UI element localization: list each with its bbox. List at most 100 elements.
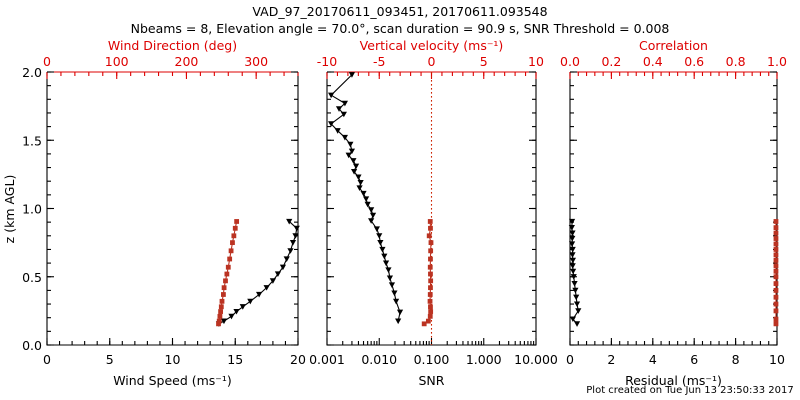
x-ticklabel-bottom: 10 bbox=[165, 352, 181, 367]
data-point bbox=[569, 316, 576, 323]
x-ticklabel-bottom: 4 bbox=[649, 352, 657, 367]
data-point bbox=[287, 248, 294, 254]
x-ticklabel-bottom: 10 bbox=[769, 352, 785, 367]
data-point bbox=[286, 218, 293, 225]
data-point bbox=[348, 72, 356, 78]
data-point bbox=[218, 304, 224, 310]
data-point bbox=[341, 134, 348, 141]
data-point bbox=[225, 264, 231, 270]
series-line-wind-speed bbox=[218, 221, 298, 325]
x-ticklabel-top: 100 bbox=[105, 54, 129, 69]
data-point bbox=[391, 290, 398, 297]
data-point bbox=[575, 308, 582, 314]
data-point bbox=[279, 264, 287, 271]
figure-footer: Plot created on Tue Jun 13 23:50:33 2017 bbox=[586, 385, 793, 396]
data-point bbox=[228, 248, 234, 254]
data-point bbox=[335, 106, 343, 112]
x-axis-label-top: Vertical velocity (ms⁻¹) bbox=[360, 38, 504, 53]
x-ticklabel-bottom: 0 bbox=[43, 352, 51, 367]
data-point bbox=[569, 252, 576, 258]
data-point bbox=[427, 298, 433, 304]
x-ticklabel-bottom: 0.100 bbox=[414, 352, 450, 367]
data-point bbox=[376, 233, 383, 239]
data-point bbox=[395, 318, 402, 325]
data-point bbox=[234, 219, 240, 224]
data-point bbox=[369, 212, 377, 219]
x-ticklabel-bottom: 2 bbox=[607, 352, 615, 367]
data-point bbox=[773, 263, 779, 269]
data-point bbox=[373, 226, 380, 232]
data-point bbox=[568, 241, 576, 247]
y-ticklabel: 1.5 bbox=[22, 133, 42, 148]
data-point bbox=[568, 225, 575, 231]
data-point bbox=[773, 257, 779, 263]
data-point bbox=[247, 298, 254, 305]
data-point bbox=[572, 287, 579, 294]
data-point bbox=[570, 274, 577, 280]
data-point bbox=[347, 141, 354, 148]
data-point bbox=[571, 280, 578, 287]
data-point bbox=[216, 321, 221, 327]
data-point bbox=[773, 274, 779, 280]
data-point bbox=[428, 271, 433, 277]
panel-2: 0.001 0.010 0.100 1.000 10.000 -10 -5 0 5 10 SNR Ve… bbox=[309, 38, 558, 388]
data-point bbox=[368, 218, 375, 224]
panel-3: 0 2 4 6 8 10 0.0 0.2 0.4 0.6 0.8 1.0 Residual (ms⁻¹)… bbox=[560, 38, 787, 388]
data-point bbox=[396, 309, 404, 316]
x-ticklabel-bottom: 0 bbox=[566, 352, 574, 367]
x-ticklabel-top: 0.2 bbox=[601, 54, 621, 69]
data-point bbox=[350, 169, 358, 175]
data-point bbox=[293, 225, 300, 232]
figure-title: VAD_97_20170611_093451, 20170611.093548 bbox=[252, 4, 547, 19]
x-axis-label-bottom: Wind Speed (ms⁻¹) bbox=[113, 373, 232, 388]
data-point bbox=[328, 92, 335, 99]
data-point bbox=[773, 230, 779, 236]
data-point bbox=[773, 308, 779, 314]
data-point bbox=[221, 292, 226, 297]
data-point bbox=[217, 313, 223, 319]
x-ticklabel-top: 0.0 bbox=[560, 54, 580, 69]
data-point bbox=[773, 219, 779, 224]
x-axis-label-bottom: SNR bbox=[419, 373, 445, 388]
x-ticklabel-bottom: 20 bbox=[290, 352, 306, 367]
data-point bbox=[385, 267, 392, 273]
data-point bbox=[227, 256, 233, 262]
data-point bbox=[569, 263, 576, 269]
y-ticklabel: 2.0 bbox=[22, 65, 42, 80]
data-point bbox=[377, 240, 384, 246]
data-point bbox=[421, 321, 427, 327]
data-point bbox=[381, 253, 388, 260]
data-point bbox=[269, 278, 276, 284]
x-axis-label-top: Correlation bbox=[639, 38, 708, 53]
x-ticklabel-top: 0 bbox=[428, 54, 436, 69]
x-ticklabel-top: 10 bbox=[528, 54, 544, 69]
data-point bbox=[283, 256, 290, 262]
data-point bbox=[573, 294, 580, 301]
data-point bbox=[773, 252, 779, 258]
data-point bbox=[427, 292, 433, 297]
x-ticklabel-top: 0 bbox=[43, 54, 51, 69]
data-point bbox=[773, 288, 779, 293]
data-point bbox=[362, 196, 370, 202]
data-point bbox=[773, 281, 779, 286]
data-point bbox=[379, 246, 386, 253]
data-point bbox=[570, 268, 577, 275]
data-point bbox=[221, 285, 227, 291]
data-point bbox=[334, 128, 341, 134]
x-ticklabel-top: 0.4 bbox=[643, 54, 663, 69]
data-point bbox=[427, 219, 433, 224]
data-point bbox=[573, 301, 581, 308]
data-point bbox=[352, 163, 360, 170]
data-point bbox=[350, 158, 357, 164]
data-point bbox=[228, 313, 235, 320]
data-point bbox=[428, 225, 433, 231]
data-point bbox=[340, 111, 347, 118]
data-point bbox=[263, 285, 270, 291]
data-point bbox=[357, 179, 364, 186]
data-point bbox=[355, 174, 362, 181]
data-point bbox=[292, 233, 299, 239]
data-point bbox=[428, 240, 434, 246]
